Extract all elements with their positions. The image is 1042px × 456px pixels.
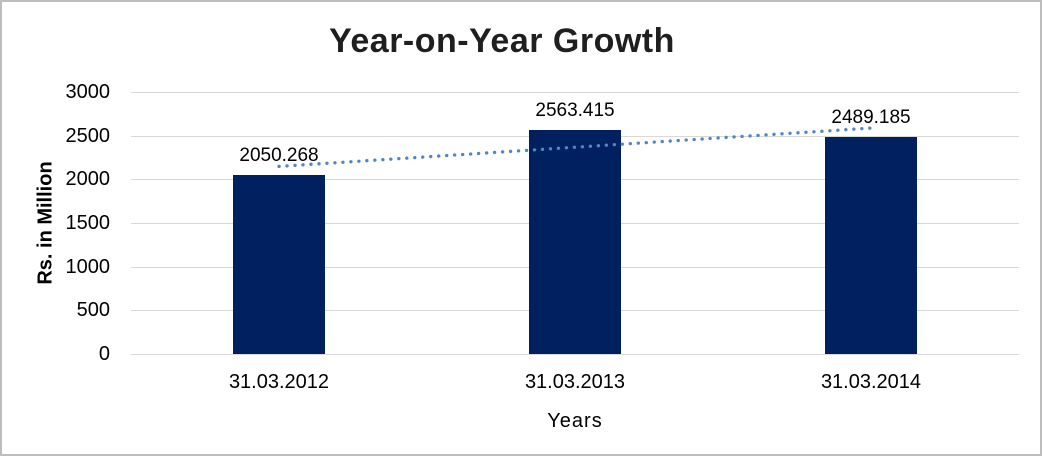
y-tick-label: 0 <box>98 343 110 365</box>
y-tick-label: 3000 <box>65 81 111 103</box>
x-tick-label: 31.03.2012 <box>228 371 330 393</box>
y-tick-label: 2000 <box>65 168 111 191</box>
bar-31.03.2014 <box>825 136 917 354</box>
y-tick-label: 2500 <box>65 124 111 147</box>
bar-data-label: 2489.185 <box>831 106 911 128</box>
plot-area: 2050.268 2563.415 2489.185 <box>131 92 1019 355</box>
x-tick-label: 31.03.2014 <box>820 371 922 393</box>
y-tick-label: 500 <box>76 299 110 322</box>
gridline <box>131 354 1019 355</box>
bar-data-label: 2050.268 <box>239 144 319 166</box>
trendline <box>277 126 873 169</box>
y-tick-label: 1000 <box>65 255 111 278</box>
y-axis-title: Rs. in Million <box>34 161 57 285</box>
x-axis-title: Years <box>547 410 603 432</box>
bar-31.03.2013 <box>529 130 621 354</box>
y-tick-label: 1500 <box>65 212 111 234</box>
x-tick-label: 31.03.2013 <box>524 371 626 393</box>
gridline <box>131 92 1019 93</box>
bar-data-label: 2563.415 <box>535 100 615 122</box>
bar-31.03.2012 <box>233 174 325 354</box>
chart-title: Year-on-Year Growth <box>329 22 675 60</box>
